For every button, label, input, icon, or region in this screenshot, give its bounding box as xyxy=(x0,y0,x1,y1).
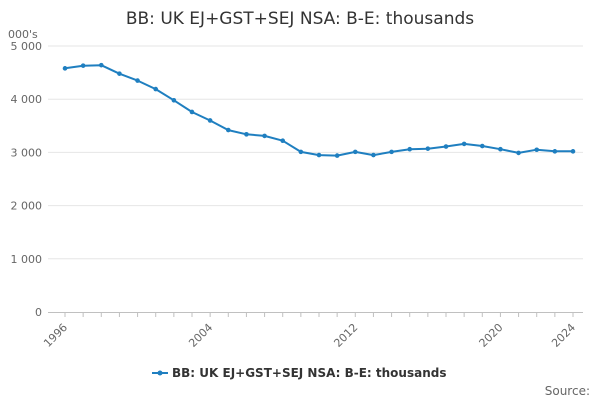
data-point-2000[interactable] xyxy=(135,78,140,83)
data-point-2015[interactable] xyxy=(407,146,413,152)
x-axis: 1996 2004 2012 2020 2024 xyxy=(41,312,583,350)
legend-point-marker xyxy=(157,370,163,376)
data-point-2024[interactable] xyxy=(570,149,576,154)
data-point-2019[interactable] xyxy=(479,143,485,149)
data-point-2017[interactable] xyxy=(443,144,449,149)
y-tick-label-5000: 5 000 xyxy=(11,40,43,53)
x-tick-label-1996: 1996 xyxy=(41,321,70,350)
data-point-2020[interactable] xyxy=(498,146,503,152)
data-point-2012[interactable] xyxy=(352,149,358,155)
data-point-2003[interactable] xyxy=(189,109,195,115)
data-point-2007[interactable] xyxy=(262,133,267,139)
data-point-1997[interactable] xyxy=(80,63,86,68)
data-point-2009[interactable] xyxy=(298,149,304,155)
legend-entry-label: BB: UK EJ+GST+SEJ NSA: B-E: thousands xyxy=(172,366,446,380)
data-point-2016[interactable] xyxy=(425,146,431,151)
data-point-2001[interactable] xyxy=(153,86,159,92)
data-point-2021[interactable] xyxy=(516,150,521,156)
x-tick-label-2024: 2024 xyxy=(549,321,578,350)
data-point-2008[interactable] xyxy=(280,138,286,143)
data-point-2023[interactable] xyxy=(552,149,558,154)
y-tick-label-3000: 3 000 xyxy=(11,146,43,159)
data-point-2022[interactable] xyxy=(534,147,540,153)
y-tick-label-0: 0 xyxy=(35,306,42,319)
data-point-2002[interactable] xyxy=(171,97,177,103)
x-tick-label-2012: 2012 xyxy=(331,321,360,350)
source-label: Source: xyxy=(545,384,590,398)
legend[interactable]: BB: UK EJ+GST+SEJ NSA: B-E: thousands xyxy=(152,366,446,380)
data-point-1999[interactable] xyxy=(117,71,122,76)
data-point-1996[interactable] xyxy=(62,66,68,71)
chart-title: BB: UK EJ+GST+SEJ NSA: B-E: thousands xyxy=(126,9,474,29)
gridlines xyxy=(48,45,583,260)
data-point-2005[interactable] xyxy=(225,127,231,133)
data-point-2014[interactable] xyxy=(389,149,394,155)
data-point-2006[interactable] xyxy=(244,132,249,137)
x-tick-label-2020: 2020 xyxy=(477,321,506,350)
data-point-2013[interactable] xyxy=(371,152,376,158)
data-point-2011[interactable] xyxy=(334,153,340,158)
y-tick-label-1000: 1 000 xyxy=(11,253,43,266)
x-tick-label-2004: 2004 xyxy=(186,321,215,350)
data-point-2010[interactable] xyxy=(316,152,322,158)
y-axis-unit-label: 000's xyxy=(8,28,38,41)
series-line-0 xyxy=(64,64,573,157)
data-point-2018[interactable] xyxy=(461,141,467,147)
series-layer xyxy=(62,62,576,158)
data-point-1998[interactable] xyxy=(98,62,104,68)
y-tick-label-4000: 4 000 xyxy=(11,93,43,106)
data-point-2004[interactable] xyxy=(207,118,213,123)
y-tick-label-2000: 2 000 xyxy=(11,200,43,213)
y-axis-ticks: 0 1 000 2 000 3 000 4 000 5 000 xyxy=(11,40,43,319)
